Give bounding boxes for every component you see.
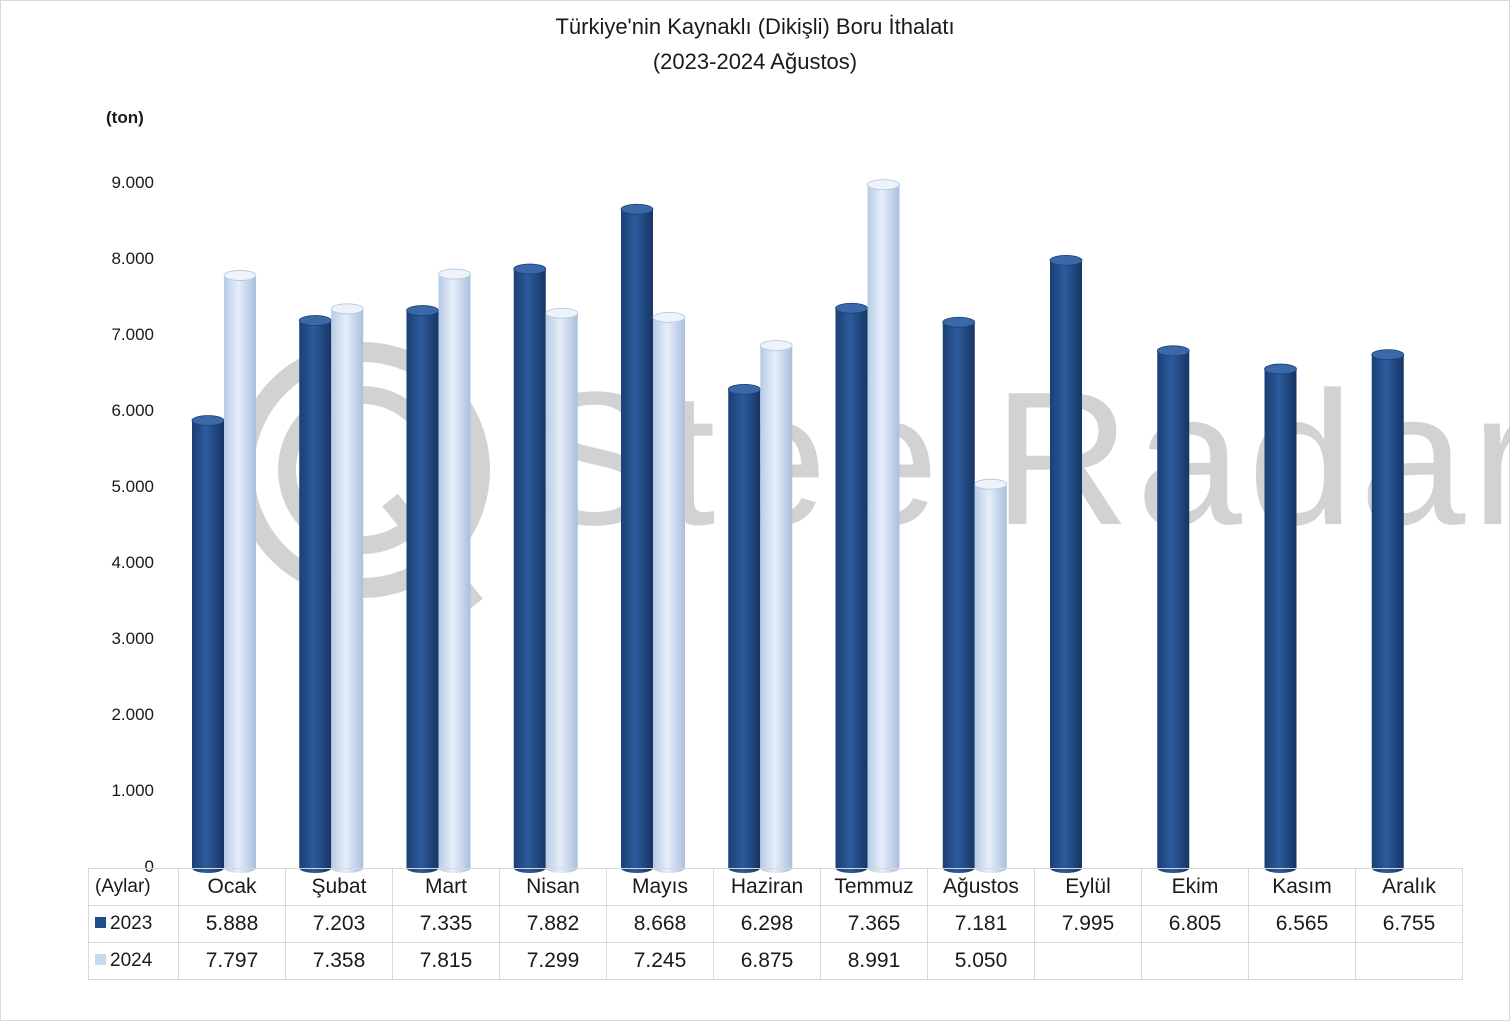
data-label-2023: 6.755: [1355, 905, 1463, 943]
data-label-2023: 6.805: [1141, 905, 1249, 943]
bar-2024-3: [545, 307, 579, 873]
bar-2024-1: [330, 303, 364, 873]
data-label-2024: 5.050: [927, 942, 1035, 980]
category-label: Haziran: [713, 868, 821, 906]
data-label-2024: [1248, 942, 1356, 980]
bar-2023-9: [1156, 345, 1190, 873]
y-tick-label: 2.000: [111, 705, 154, 724]
data-label-2023: 6.298: [713, 905, 821, 943]
category-label: Aralık: [1355, 868, 1463, 906]
watermark-text: SteelRadar: [530, 353, 1510, 565]
bar-chart: [191, 179, 1405, 874]
x-axis-label: (Aylar): [88, 868, 179, 906]
legend-2024: 2024: [88, 942, 179, 980]
y-tick-label: 6.000: [111, 401, 154, 420]
data-label-2023: 7.365: [820, 905, 928, 943]
category-label: Eylül: [1034, 868, 1142, 906]
data-label-2024: 6.875: [713, 942, 821, 980]
table-row-2024: 2024 7.797 7.358 7.815 7.299 7.245 6.875 8.991…: [88, 942, 1463, 980]
table-header-row: (Aylar) Ocak Şubat Mart Nisan Mayıs Haziran Te…: [88, 868, 1463, 906]
bar-2024-4: [652, 311, 686, 873]
category-label: Kasım: [1248, 868, 1356, 906]
bar-2023-5: [727, 383, 761, 873]
data-label-2023: 7.995: [1034, 905, 1142, 943]
chart-subtitle: (2023-2024 Ağustos): [652, 49, 858, 74]
data-label-2024: 7.245: [606, 942, 714, 980]
category-label: Mart: [392, 868, 500, 906]
bar-2023-2: [406, 305, 439, 873]
y-tick-label: 3.000: [111, 629, 154, 648]
data-label-2023: 7.335: [392, 905, 500, 943]
data-label-2023: 8.668: [606, 905, 714, 943]
category-label: Mayıs: [606, 868, 714, 906]
y-axis-unit: (ton): [106, 108, 144, 127]
data-label-2024: 7.358: [285, 942, 393, 980]
data-label-2024: 7.797: [178, 942, 286, 980]
data-label-2024: [1034, 942, 1142, 980]
bar-2023-7: [942, 316, 976, 873]
y-tick-label: 1.000: [111, 781, 154, 800]
bar-2023-6: [835, 302, 868, 873]
category-label: Temmuz: [820, 868, 928, 906]
bar-2023-3: [513, 263, 547, 873]
data-label-2023: 5.888: [178, 905, 286, 943]
data-label-2023: 7.882: [499, 905, 607, 943]
y-tick-label: 9.000: [111, 173, 154, 192]
bar-2023-4: [620, 203, 654, 873]
legend-2023: 2023: [88, 905, 179, 943]
data-label-2024: [1141, 942, 1249, 980]
data-label-2023: 6.565: [1248, 905, 1356, 943]
bar-2024-5: [759, 340, 793, 873]
category-label: Ekim: [1141, 868, 1249, 906]
data-label-2024: [1355, 942, 1463, 980]
y-tick-label: 4.000: [111, 553, 154, 572]
data-table: (Aylar) Ocak Şubat Mart Nisan Mayıs Haziran Te…: [88, 868, 1463, 980]
chart-title: Türkiye'nin Kaynaklı (Dikişli) Boru İtha…: [555, 14, 955, 39]
y-tick-label: 0: [144, 857, 154, 876]
bar-2023-8: [1049, 254, 1083, 873]
legend-key-2024: [95, 954, 106, 965]
data-label-2024: 8.991: [820, 942, 928, 980]
bar-2023-10: [1264, 363, 1297, 873]
y-tick-label: 5.000: [111, 477, 154, 496]
y-tick-label: 8.000: [111, 249, 154, 268]
bar-2024-7: [974, 478, 1008, 873]
bar-2023-0: [191, 415, 225, 873]
data-label-2024: 7.815: [392, 942, 500, 980]
category-label: Ağustos: [927, 868, 1035, 906]
bar-2023-1: [298, 315, 332, 873]
data-label-2023: 7.181: [927, 905, 1035, 943]
bar-2024-0: [223, 270, 257, 874]
series-name-2024: 2024: [110, 950, 153, 971]
bar-2024-6: [867, 179, 900, 873]
table-row-2023: 2023 5.888 7.203 7.335 7.882 8.668 6.298 7.365…: [88, 905, 1463, 943]
category-label: Nisan: [499, 868, 607, 906]
category-label: Şubat: [285, 868, 393, 906]
y-tick-label: 7.000: [111, 325, 154, 344]
series-name-2023: 2023: [110, 913, 153, 934]
bar-2024-2: [438, 268, 471, 873]
legend-key-2023: [95, 917, 106, 928]
data-label-2024: 7.299: [499, 942, 607, 980]
category-label: Ocak: [178, 868, 286, 906]
data-label-2023: 7.203: [285, 905, 393, 943]
bar-2023-11: [1371, 349, 1405, 873]
